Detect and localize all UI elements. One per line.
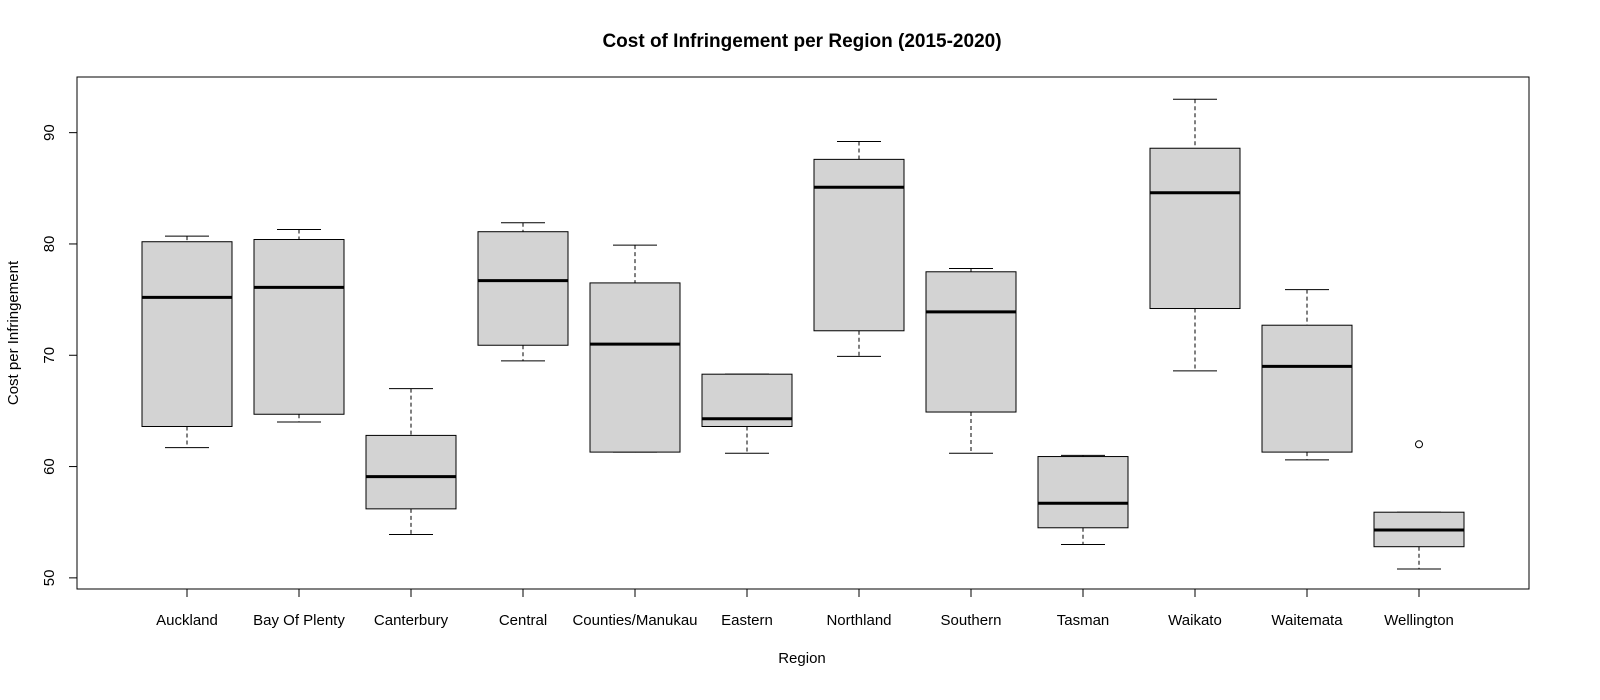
x-tick-label: Counties/Manukau — [572, 612, 697, 629]
outlier-point — [1415, 440, 1423, 449]
box-waitemata — [1261, 289, 1353, 461]
y-tick-label: 60 — [41, 458, 58, 475]
y-axis-label: Cost per Infringement — [5, 260, 22, 405]
box-wellington — [1373, 440, 1465, 570]
y-tick-label: 50 — [41, 570, 58, 587]
x-axis: Auckland Bay Of Plenty Canterbury Central Co… — [156, 588, 1454, 629]
iqr-box — [1149, 147, 1241, 310]
box-central — [477, 222, 569, 362]
x-tick-label: Northland — [826, 612, 891, 629]
iqr-box — [589, 282, 681, 453]
iqr-box — [813, 158, 905, 332]
iqr-box — [365, 434, 457, 510]
y-tick-label: 90 — [41, 124, 58, 141]
iqr-box — [1037, 456, 1129, 529]
x-tick-label: Bay Of Plenty — [253, 612, 345, 629]
y-axis: 50 60 70 80 90 — [41, 124, 78, 587]
box-bay-of-plenty — [253, 228, 345, 423]
box-series — [141, 98, 1465, 570]
iqr-box — [253, 239, 345, 415]
y-tick-label: 70 — [41, 347, 58, 364]
box-waikato — [1149, 98, 1241, 372]
box-northland — [813, 141, 905, 357]
x-axis-label: Region — [778, 650, 826, 667]
chart-title: Cost of Infringement per Region (2015-20… — [602, 31, 1001, 52]
iqr-box — [1261, 324, 1353, 453]
x-tick-label: Waikato — [1168, 612, 1222, 629]
box-southern — [925, 267, 1017, 454]
x-tick-label: Waitemata — [1271, 612, 1343, 629]
x-tick-label: Wellington — [1384, 612, 1454, 629]
box-auckland — [141, 235, 233, 449]
x-tick-label: Auckland — [156, 612, 218, 629]
x-tick-label: Tasman — [1057, 612, 1110, 629]
iqr-box — [925, 271, 1017, 413]
iqr-box — [141, 241, 233, 427]
box-eastern — [701, 373, 793, 454]
x-tick-label: Central — [499, 612, 547, 629]
x-tick-label: Canterbury — [374, 612, 449, 629]
box-tasman — [1037, 454, 1129, 545]
box-canterbury — [365, 388, 457, 535]
x-tick-label: Eastern — [721, 612, 773, 629]
box-counties-manukau — [589, 244, 681, 453]
x-tick-label: Southern — [941, 612, 1002, 629]
y-tick-label: 80 — [41, 236, 58, 253]
iqr-box — [477, 231, 569, 346]
